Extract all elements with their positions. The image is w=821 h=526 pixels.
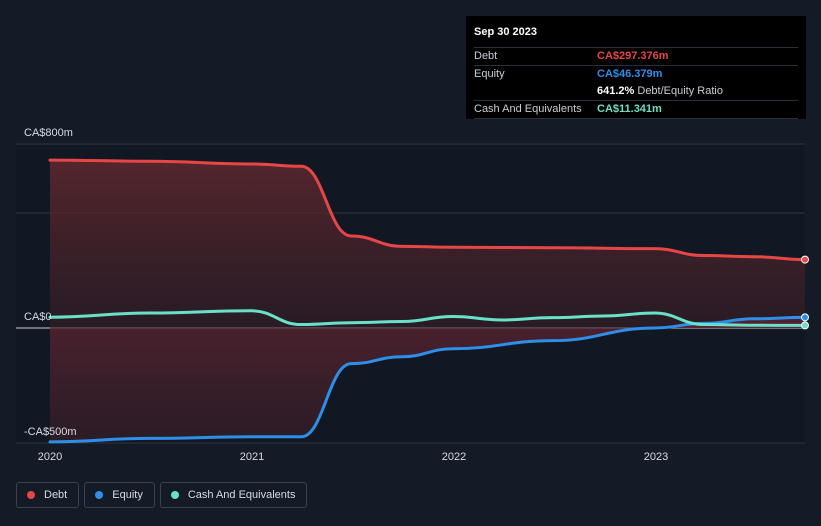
chart-legend: Debt Equity Cash And Equivalents [16, 482, 308, 510]
equity-area-fill [50, 317, 805, 442]
tooltip-ratio-row: 641.2% Debt/Equity Ratio [474, 83, 798, 100]
cash-line [48, 309, 807, 327]
debt-line [48, 158, 807, 262]
x-tick-2022: 2022 [442, 451, 466, 463]
tooltip-date: Sep 30 2023 [474, 26, 537, 38]
y-tick-800: CA$800m [24, 127, 73, 139]
debt-end-point [801, 255, 809, 264]
legend-dot-equity [95, 491, 104, 499]
legend-item-equity[interactable]: Equity [84, 482, 155, 508]
equity-end-point [801, 313, 809, 322]
x-tick-2020: 2020 [38, 451, 62, 463]
y-tick-0: CA$0 [24, 311, 52, 323]
legend-dot-cash [170, 491, 179, 499]
tooltip-cash-value: CA$11.341m [597, 103, 662, 115]
area-layer [50, 160, 805, 442]
tooltip-equity-value: CA$46.379m [597, 68, 663, 80]
x-tick-2021: 2021 [240, 451, 264, 463]
legend-label-equity: Equity [112, 489, 143, 501]
tick-layer: CA$800m CA$0 -CA$500m 2020 2021 2022 2023 [24, 127, 668, 463]
cash-end-point [801, 321, 809, 330]
tooltip-debt-label: Debt [474, 50, 498, 62]
legend-label-cash: Cash And Equivalents [187, 489, 296, 501]
y-tick-neg500: -CA$500m [24, 426, 77, 438]
tooltip-cash-row: Cash And Equivalents CA$11.341m [474, 100, 798, 119]
legend-label-debt: Debt [44, 489, 68, 501]
line-layer [48, 158, 809, 444]
tooltip-ratio: 641.2% Debt/Equity Ratio [597, 83, 723, 100]
tooltip-ratio-value: 641.2% [597, 85, 635, 97]
tooltip-ratio-label: Debt/Equity Ratio [637, 85, 723, 97]
tooltip-equity-row: Equity CA$46.379m [474, 65, 798, 83]
legend-item-debt[interactable]: Debt [16, 482, 80, 508]
tooltip-equity-label: Equity [474, 68, 505, 80]
x-tick-2023: 2023 [644, 451, 668, 463]
legend-item-cash[interactable]: Cash And Equivalents [159, 482, 308, 508]
tooltip-debt-row: Debt CA$297.376m [474, 47, 798, 65]
debt-area-fill [50, 160, 805, 328]
tooltip-panel: Sep 30 2023 Debt CA$297.376m Equity CA$4… [466, 16, 806, 119]
legend-dot-debt [27, 491, 35, 499]
tooltip-debt-value: CA$297.376m [597, 50, 669, 62]
tooltip-cash-label: Cash And Equivalents [474, 103, 582, 115]
